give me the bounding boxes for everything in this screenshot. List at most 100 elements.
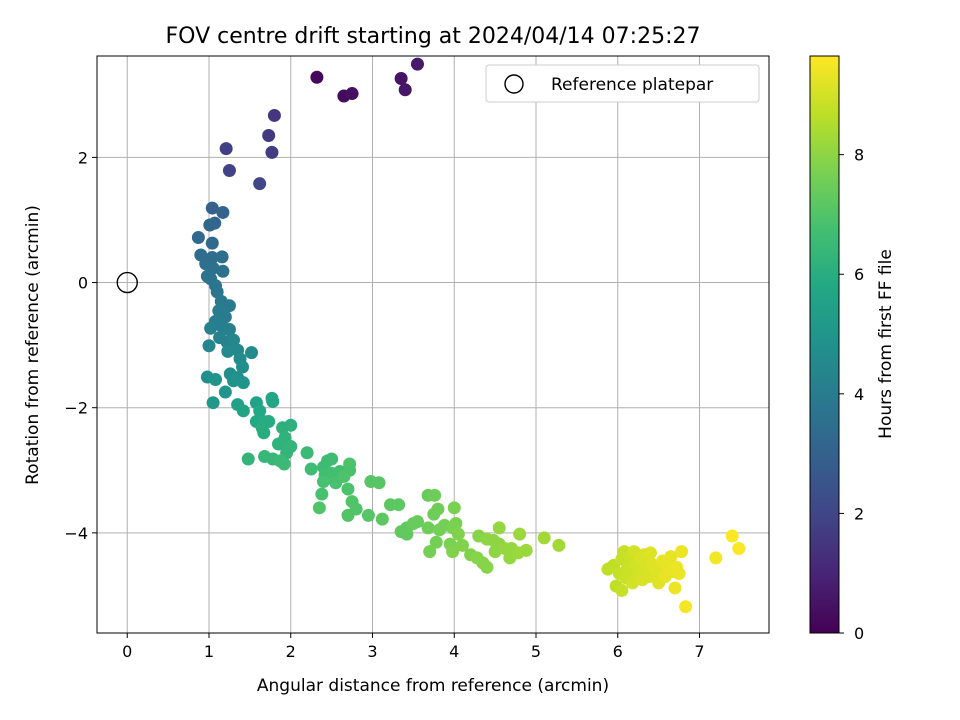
data-point	[410, 515, 424, 529]
x-tick-label: 6	[613, 642, 623, 661]
y-tick-label: −4	[64, 524, 88, 543]
data-point	[205, 236, 219, 250]
data-point	[664, 550, 678, 564]
data-point	[236, 404, 250, 418]
colorbar-tick-label: 0	[854, 624, 864, 643]
data-point	[337, 470, 351, 484]
x-tick-label: 0	[122, 642, 132, 661]
data-point	[398, 83, 412, 97]
data-point	[513, 527, 527, 541]
x-tick-label: 7	[694, 642, 704, 661]
x-tick-label: 3	[367, 642, 377, 661]
data-point	[428, 488, 442, 502]
data-point	[312, 501, 326, 515]
data-point	[492, 521, 506, 535]
data-point	[271, 437, 285, 451]
data-point	[341, 508, 355, 522]
data-point	[410, 57, 424, 71]
x-tick-label: 2	[286, 642, 296, 661]
colorbar-tick-label: 2	[854, 504, 864, 523]
data-point	[732, 542, 746, 556]
data-point	[277, 457, 291, 471]
data-point	[227, 333, 241, 347]
data-point	[316, 475, 330, 489]
data-point	[202, 339, 216, 353]
data-point	[267, 108, 281, 122]
data-point	[208, 216, 222, 230]
data-point	[191, 230, 205, 244]
data-points	[191, 57, 746, 614]
data-point	[216, 205, 230, 219]
data-point	[284, 418, 298, 432]
data-point	[221, 344, 235, 358]
legend-box	[485, 64, 760, 103]
y-tick-label: 0	[78, 274, 88, 293]
data-point	[253, 404, 267, 418]
data-point	[675, 545, 689, 559]
data-point	[222, 322, 236, 336]
data-point	[222, 164, 236, 178]
reference-marker	[116, 271, 138, 294]
colorbar-label: Hours from first FF file	[876, 249, 896, 439]
data-point	[725, 529, 739, 543]
data-point	[216, 264, 230, 278]
data-point	[429, 535, 443, 549]
data-point	[446, 545, 460, 559]
data-point	[394, 72, 408, 86]
data-point	[215, 250, 229, 264]
colorbar-gradient	[809, 55, 840, 634]
data-point	[449, 516, 463, 530]
data-point	[209, 373, 223, 387]
data-point	[375, 512, 389, 526]
colorbar: 0 2 4 6 8	[809, 55, 864, 643]
data-point	[262, 128, 276, 142]
legend: Reference platepar	[485, 64, 760, 103]
colorbar-ticks: 0 2 4 6 8	[839, 146, 864, 643]
y-axis-label: Rotation from reference (arcmin)	[23, 205, 43, 485]
legend-label: Reference platepar	[551, 75, 713, 95]
data-point	[400, 527, 414, 541]
data-point	[257, 426, 271, 440]
data-point	[709, 551, 723, 565]
data-point	[372, 476, 386, 490]
plot-frame	[96, 55, 770, 634]
data-point	[310, 70, 324, 84]
colorbar-tick-label: 8	[854, 146, 864, 165]
data-point	[236, 360, 250, 374]
data-point	[447, 501, 461, 515]
data-point	[325, 452, 339, 466]
data-point	[392, 498, 406, 512]
axes: 0 1 2 3 4 5 6 7 −4 −2 0 2	[64, 55, 770, 661]
colorbar-tick-label: 6	[854, 265, 864, 284]
legend-reference-marker	[504, 74, 524, 94]
data-point	[519, 543, 533, 557]
data-point	[265, 145, 279, 159]
data-point	[552, 538, 566, 552]
data-point	[304, 462, 318, 476]
x-axis-label: Angular distance from reference (arcmin)	[257, 676, 609, 696]
data-point	[643, 546, 657, 560]
y-tick-label: 2	[78, 148, 88, 167]
data-point	[451, 527, 465, 541]
data-point	[204, 321, 218, 335]
x-tick-label: 4	[449, 642, 459, 661]
data-point	[253, 177, 267, 191]
data-point	[205, 201, 219, 215]
data-point	[236, 376, 250, 390]
x-tick-label: 5	[531, 642, 541, 661]
data-point	[480, 560, 494, 574]
data-point	[672, 567, 686, 581]
y-tick-label: −2	[64, 399, 88, 418]
data-point	[668, 581, 682, 595]
data-point	[537, 531, 551, 545]
data-point	[266, 394, 280, 408]
x-tick-label: 1	[204, 642, 214, 661]
data-point	[241, 452, 255, 466]
data-point	[431, 502, 445, 516]
chart-title: FOV centre drift starting at 2024/04/14 …	[166, 24, 701, 49]
data-point	[206, 396, 220, 410]
data-point	[227, 374, 241, 388]
data-point	[679, 600, 693, 614]
data-point	[345, 87, 359, 101]
data-point	[245, 346, 259, 360]
